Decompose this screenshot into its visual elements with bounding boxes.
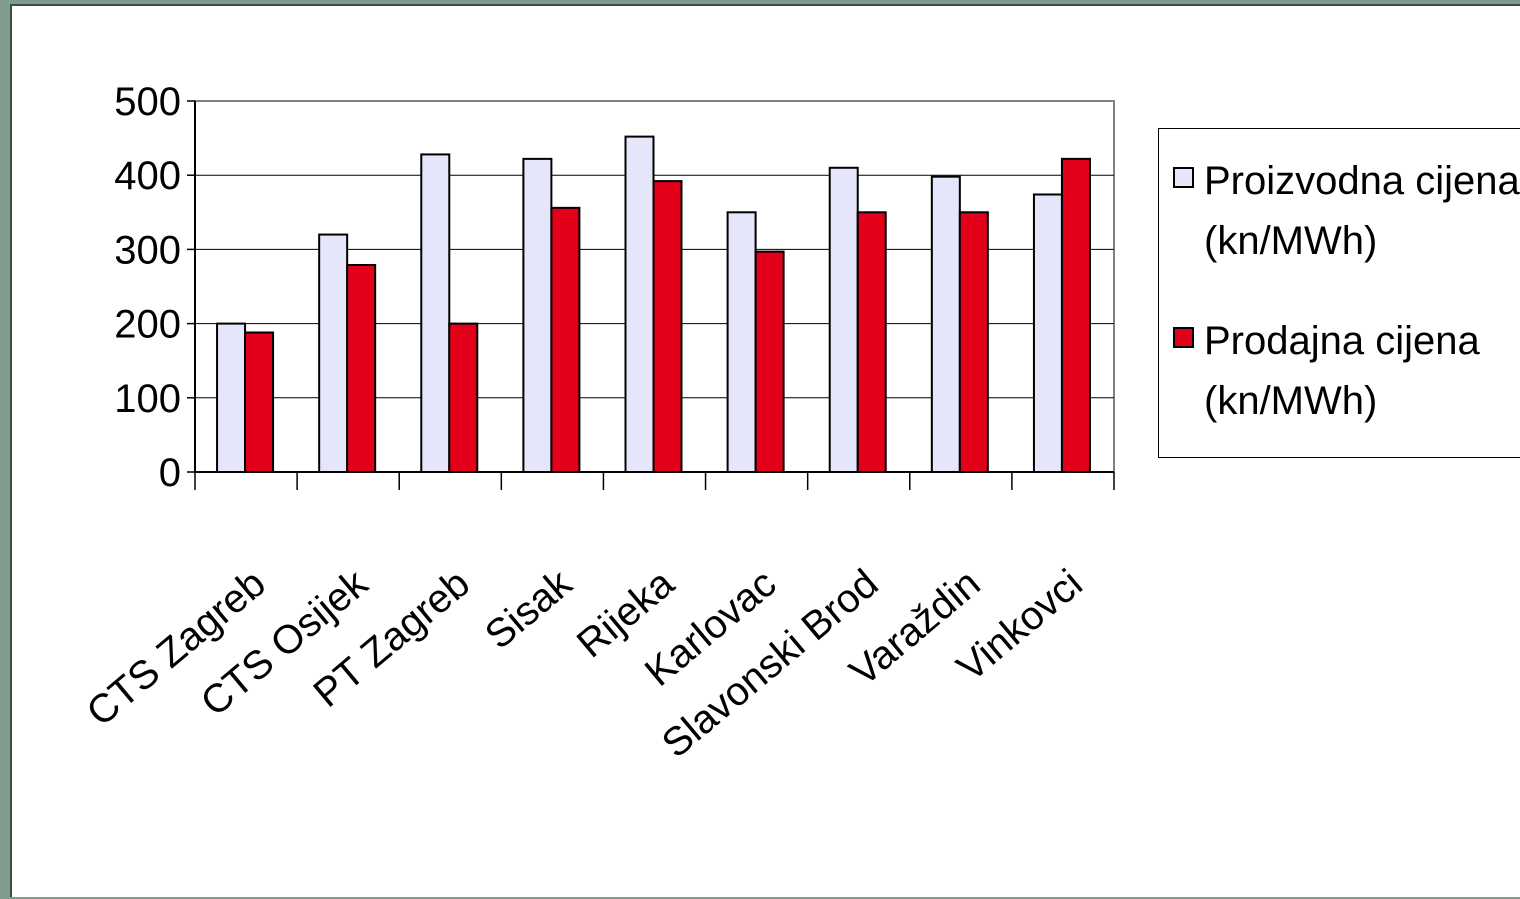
legend-label-prodajna: Prodajna cijena (kn/MWh): [1204, 311, 1480, 431]
y-tick-label: 200: [114, 303, 181, 347]
bar-proizvodna: [1032, 193, 1063, 473]
legend-item-proizvodna: Proizvodna cijena (kn/MWh): [1173, 151, 1520, 271]
bar-prodajna: [754, 250, 785, 473]
legend-item-prodajna: Prodajna cijena (kn/MWh): [1173, 311, 1480, 431]
bar-prodajna: [244, 331, 275, 473]
y-tick-label: 500: [114, 80, 181, 124]
bar-prodajna: [550, 206, 581, 474]
legend-label-proizvodna-line2: (kn/MWh): [1204, 219, 1378, 263]
legend-swatch-proizvodna: [1173, 167, 1194, 188]
x-tick-label: Sisak: [477, 561, 581, 658]
bar-prodajna: [958, 211, 989, 474]
legend-swatch-prodajna: [1173, 327, 1194, 348]
bar-proizvodna: [726, 211, 757, 474]
bar-prodajna: [1060, 157, 1091, 473]
legend-label-prodajna-line1: Prodajna cijena: [1204, 319, 1480, 363]
bar-proizvodna: [624, 135, 655, 473]
bar-prodajna: [346, 263, 377, 473]
bar-prodajna: [448, 322, 479, 473]
legend-label-prodajna-line2: (kn/MWh): [1204, 379, 1378, 423]
bar-proizvodna: [828, 166, 859, 473]
bar-proizvodna: [930, 175, 961, 474]
bar-prodajna: [652, 180, 683, 474]
bar-proizvodna: [522, 157, 553, 473]
bar-prodajna: [856, 211, 887, 474]
bar-proizvodna: [420, 153, 451, 473]
chart-legend: Proizvodna cijena (kn/MWh) Prodajna cije…: [1158, 128, 1520, 458]
y-tick-label: 300: [114, 228, 181, 272]
bar-proizvodna: [318, 233, 349, 473]
axes: [187, 100, 1115, 490]
legend-label-proizvodna: Proizvodna cijena (kn/MWh): [1204, 151, 1520, 271]
y-tick-label: 100: [114, 377, 181, 421]
bars: [216, 135, 1091, 474]
y-tick-label: 400: [114, 154, 181, 198]
bar-proizvodna: [216, 322, 247, 473]
y-tick-label: 0: [159, 451, 181, 495]
slide-frame: 0 100 200 300 400 500 CTS Zagreb CTS Osijek PT Z…: [10, 4, 1520, 897]
legend-label-proizvodna-line1: Proizvodna cijena: [1204, 159, 1520, 203]
